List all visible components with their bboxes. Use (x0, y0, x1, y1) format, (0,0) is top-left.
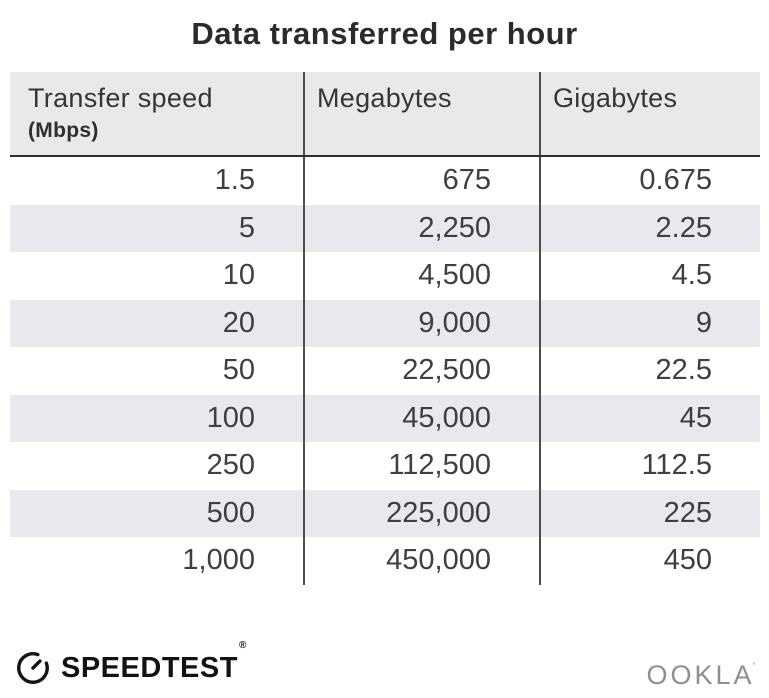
cell-transfer-speed: 10 (222, 259, 255, 292)
cell-megabytes: 450,000 (303, 537, 539, 585)
table-row: 20 9,000 9 (10, 299, 760, 347)
cell-megabytes: 112,500 (303, 442, 539, 490)
cell-gigabytes: 225 (539, 489, 760, 537)
cell-megabytes: 675 (303, 157, 539, 205)
cell-transfer-speed: 500 (206, 496, 255, 529)
cell-transfer-speed: 100 (206, 401, 255, 434)
cell-megabytes: 4,500 (303, 252, 539, 300)
table-header-row: Transfer speed (Mbps) Megabytes Gigabyte… (10, 72, 760, 157)
header-transfer-speed: Transfer speed (Mbps) (10, 72, 303, 155)
speedtest-wordmark: SPEEDTEST (61, 651, 238, 684)
cell-gigabytes: 9 (539, 299, 760, 347)
cell-megabytes: 225,000 (303, 489, 539, 537)
cell-gigabytes: 2.25 (539, 204, 760, 252)
cell-megabytes: 9,000 (303, 299, 539, 347)
cell-gigabytes: 0.675 (539, 157, 760, 205)
cell-transfer-speed: 250 (206, 449, 255, 482)
header-transfer-speed-label: Transfer speed (28, 83, 213, 113)
table-row: 100 45,000 45 (10, 394, 760, 442)
cell-gigabytes: 22.5 (539, 347, 760, 395)
cell-megabytes: 45,000 (303, 394, 539, 442)
ookla-logo: OOKLA’ (647, 660, 758, 691)
table-row: 1.5 675 0.675 (10, 157, 760, 205)
table-row: 5 2,250 2.25 (10, 204, 760, 252)
table-body: 1.5 675 0.675 5 2,250 2.25 10 4,500 4.5 (10, 157, 760, 585)
cell-transfer-speed: 5 (238, 211, 255, 244)
table-row: 1,000 450,000 450 (10, 537, 760, 585)
cell-transfer-speed: 20 (222, 306, 255, 339)
cell-gigabytes: 450 (539, 537, 760, 585)
ookla-wordmark: OOKLA (646, 660, 755, 690)
cell-transfer-speed: 1,000 (182, 544, 255, 577)
registered-trademark-icon: ® (238, 639, 247, 651)
data-table: Transfer speed (Mbps) Megabytes Gigabyte… (10, 72, 760, 585)
header-gigabytes: Gigabytes (539, 72, 760, 155)
table-row: 10 4,500 4.5 (10, 252, 760, 300)
table-row: 500 225,000 225 (10, 489, 760, 537)
header-mbps-unit: (Mbps) (28, 119, 99, 143)
cell-gigabytes: 45 (539, 394, 760, 442)
cell-megabytes: 22,500 (303, 347, 539, 395)
cell-gigabytes: 4.5 (539, 252, 760, 300)
speedtest-gauge-icon (17, 652, 49, 684)
page-title: Data transferred per hour (191, 16, 578, 51)
header-megabytes: Megabytes (303, 72, 539, 155)
cell-megabytes: 2,250 (303, 204, 539, 252)
cell-transfer-speed: 50 (222, 354, 255, 387)
trademark-tick-icon: ’ (752, 661, 755, 673)
table-row: 50 22,500 22.5 (10, 347, 760, 395)
table-row: 250 112,500 112.5 (10, 442, 760, 490)
cell-gigabytes: 112.5 (539, 442, 760, 490)
cell-transfer-speed: 1.5 (214, 164, 255, 197)
speedtest-logo: SPEEDTEST® (14, 640, 246, 687)
